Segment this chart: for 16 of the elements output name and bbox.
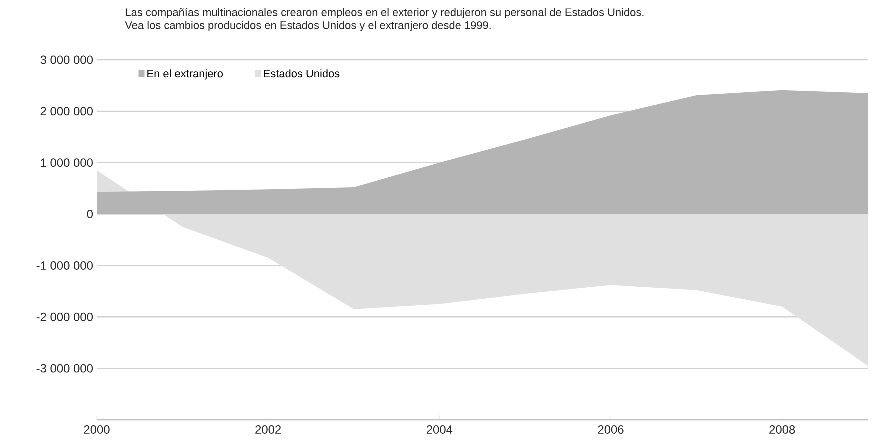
y-tick-label: 2 000 000 [40, 107, 93, 116]
y-tick-label: -1 000 000 [36, 261, 93, 270]
y-tick-label: 1 000 000 [41, 158, 93, 168]
chart-title: Las compañías multinacionales crearon empleos en el exterior y redujeron su personal de Estados Unidos. [126, 8, 644, 19]
y-tick-label: 0 [87, 210, 94, 219]
y-tick-label: -2 000 000 [36, 312, 93, 322]
y-tick-label: -3 000 000 [36, 364, 93, 373]
x-tick-label: 2004 [426, 426, 453, 434]
x-tick-label: 2000 [84, 426, 110, 434]
chart-subtitle: Vea los cambios producidos en Estados Unidos y el extranjero desde 1999. [125, 21, 491, 32]
legend-label: En el extranjero [148, 70, 223, 80]
x-tick-label: 2008 [770, 426, 796, 434]
x-tick-label: 2002 [256, 426, 282, 434]
legend-label: Estados Unidos [264, 70, 340, 78]
y-tick-label: 3 000 000 [40, 56, 93, 64]
x-tick-label: 2006 [598, 426, 624, 434]
